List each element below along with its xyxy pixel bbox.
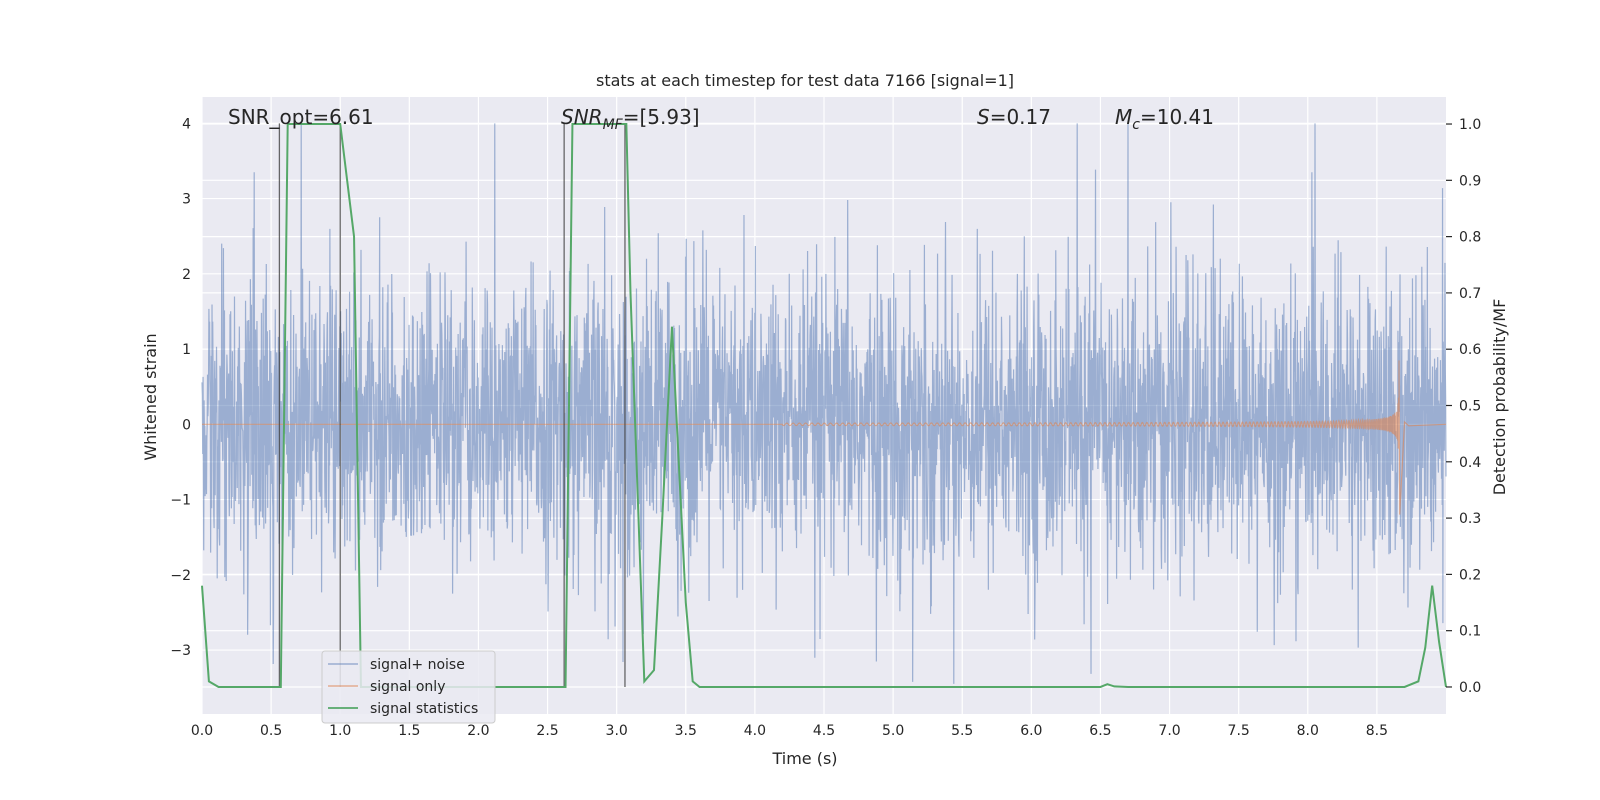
legend-label-signal-statistics: signal statistics [370, 701, 478, 717]
annotation-s-main: S [977, 105, 990, 129]
annotation-s: S=0.17 [977, 105, 1051, 129]
chart-title: stats at each timestep for test data 716… [596, 71, 1014, 90]
legend-label-signal-noise: signal+ noise [370, 657, 465, 673]
y2-tick-label: 1.0 [1459, 117, 1481, 133]
signal-only-line [202, 360, 1447, 515]
legend: signal+ noise signal only signal statist… [321, 650, 496, 724]
annotation-snr-opt: SNR_opt=6.61 [228, 105, 374, 129]
x-tick-label: 1.5 [398, 723, 420, 739]
y-tick-label: −2 [170, 568, 191, 584]
annotation-snr-mf-main: SNR [561, 105, 603, 129]
x-tick-label: 7.0 [1158, 723, 1180, 739]
x-tick-label: 2.5 [536, 723, 558, 739]
x-tick-label: 6.5 [1089, 723, 1111, 739]
x-tick-label: 4.5 [813, 723, 835, 739]
y2-tick-label: 0.2 [1459, 567, 1481, 583]
x-tick-label: 3.5 [675, 723, 697, 739]
y-tick-label: −1 [170, 493, 191, 509]
x-tick-label: 0.5 [260, 723, 282, 739]
x-tick-label: 5.5 [951, 723, 973, 739]
x-tick-label: 3.0 [606, 723, 628, 739]
annotation-snr-mf-value: =[5.93] [623, 105, 700, 129]
y2-axis-label: Detection probability/MF [1490, 299, 1509, 496]
signal-statistics-line [201, 123, 1447, 688]
annotation-mc-main: M [1115, 105, 1132, 129]
legend-label-signal-only: signal only [370, 679, 445, 695]
y2-tick-label: 0.1 [1459, 624, 1481, 640]
vertical-markers [278, 123, 626, 687]
y-tick-label: 2 [182, 267, 191, 283]
x-tick-label: 7.5 [1228, 723, 1250, 739]
y2-tick-label: 0.0 [1459, 680, 1481, 696]
y-tick-label: 1 [182, 342, 191, 358]
y2-tick-label: 0.4 [1459, 455, 1481, 471]
legend-frame [321, 650, 496, 724]
x-tick-label: 8.5 [1366, 723, 1388, 739]
signal-noise-line [201, 123, 1447, 684]
y2-axis-ticks: 0.0 0.1 0.2 0.3 0.4 0.5 0.6 0.7 0.8 0.9 1.0 [1446, 117, 1481, 696]
series-signal-only [202, 360, 1447, 515]
y-tick-label: 4 [182, 116, 191, 132]
annotation-mc: Mc=10.41 [1115, 105, 1214, 133]
x-axis-ticks: 0.0 0.5 1.0 1.5 2.0 2.5 3.0 3.5 4.0 4.5 5.0 5.5 6.0 6… [191, 723, 1388, 739]
y2-tick-label: 0.8 [1459, 230, 1481, 246]
series-signal-noise [201, 123, 1447, 684]
x-tick-label: 1.0 [329, 723, 351, 739]
annotation-snr-mf-sub: MF [603, 117, 624, 133]
y-axis-label: Whitened strain [141, 333, 160, 460]
y2-tick-label: 0.6 [1459, 342, 1481, 358]
series-signal-statistics [201, 123, 1447, 688]
y2-tick-label: 0.7 [1459, 286, 1481, 302]
y-axis-ticks: −3 −2 −1 0 1 2 3 4 [170, 116, 191, 659]
y2-tick-label: 0.9 [1459, 173, 1481, 189]
annotation-mc-sub: c [1132, 117, 1140, 133]
x-tick-label: 8.0 [1297, 723, 1319, 739]
y-tick-label: −3 [170, 643, 191, 659]
y2-tick-label: 0.3 [1459, 511, 1481, 527]
x-tick-label: 0.0 [191, 723, 213, 739]
x-tick-label: 6.0 [1020, 723, 1042, 739]
annotation-snr-mf: SNRMF=[5.93] [561, 105, 700, 133]
y2-tick-label: 0.5 [1459, 399, 1481, 415]
x-axis-label: Time (s) [771, 749, 837, 768]
x-tick-label: 4.0 [744, 723, 766, 739]
annotation-s-value: =0.17 [990, 105, 1051, 129]
x-tick-label: 2.0 [467, 723, 489, 739]
y-tick-label: 3 [182, 192, 191, 208]
x-tick-label: 5.0 [882, 723, 904, 739]
annotation-mc-value: =10.41 [1140, 105, 1214, 129]
y-tick-label: 0 [182, 417, 191, 433]
